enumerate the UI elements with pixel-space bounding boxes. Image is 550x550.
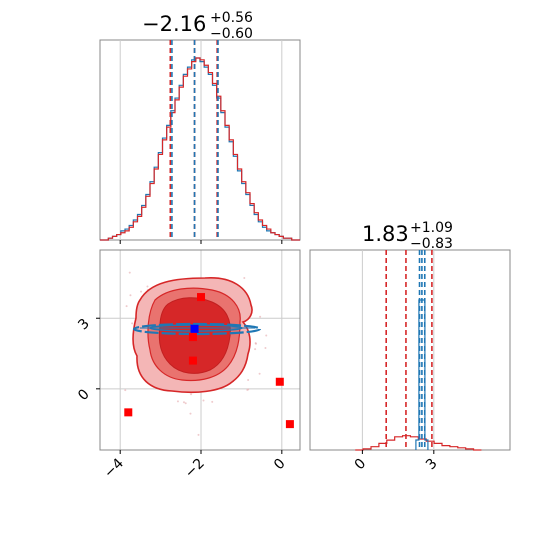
sample-point bbox=[146, 285, 149, 288]
sample-point bbox=[243, 276, 246, 279]
red-square-marker bbox=[188, 333, 197, 342]
blue-square-marker bbox=[190, 324, 199, 333]
sample-point bbox=[189, 412, 192, 415]
sample-point bbox=[247, 388, 250, 391]
tick-label-x: 0 bbox=[271, 456, 289, 474]
title-param1-upper: +0.56 bbox=[210, 10, 253, 26]
sample-point bbox=[124, 389, 127, 392]
panel-hist-param1 bbox=[99, 39, 301, 241]
sample-point bbox=[254, 348, 257, 351]
sample-point bbox=[211, 400, 214, 403]
panel-joint-2d bbox=[58, 249, 301, 451]
title-param1-value: −2.16 bbox=[142, 12, 206, 36]
sample-point bbox=[140, 290, 143, 293]
panel-hist-param2 bbox=[309, 249, 511, 451]
sample-point bbox=[258, 372, 261, 375]
sample-point bbox=[202, 399, 205, 402]
red-square-marker bbox=[188, 356, 197, 365]
red-square-marker bbox=[285, 420, 294, 429]
blue-contour-outer bbox=[132, 322, 262, 336]
sample-point bbox=[254, 342, 257, 345]
sample-point bbox=[128, 271, 131, 274]
red-square-marker bbox=[124, 408, 133, 417]
tick-label-y: 0 bbox=[75, 386, 93, 404]
sample-point bbox=[58, 333, 60, 335]
sample-point bbox=[259, 315, 262, 318]
title-param1-lower: −0.60 bbox=[210, 26, 253, 42]
sample-point bbox=[182, 401, 185, 404]
sample-point bbox=[264, 346, 267, 349]
sample-point bbox=[131, 322, 134, 325]
tick-label-x: −4 bbox=[101, 455, 127, 481]
sample-point bbox=[197, 433, 200, 436]
panel-frame bbox=[309, 249, 511, 451]
red-square-marker bbox=[275, 377, 284, 386]
tick-label-y: 3 bbox=[75, 316, 93, 334]
title-param2-upper: +1.09 bbox=[410, 220, 453, 236]
title-param2-value: 1.83 bbox=[362, 222, 409, 246]
histogram-param1 bbox=[100, 57, 300, 241]
sample-point bbox=[265, 334, 268, 337]
panel-frame bbox=[99, 249, 301, 451]
sample-point bbox=[129, 294, 132, 297]
sample-point bbox=[125, 305, 128, 308]
sample-point bbox=[190, 393, 193, 396]
tick-label-x: 0 bbox=[352, 456, 370, 474]
panel-frame bbox=[99, 39, 301, 241]
histogram-param1 bbox=[100, 57, 300, 241]
sample-point bbox=[184, 402, 187, 405]
title-param2-lower: −0.83 bbox=[410, 236, 453, 252]
sample-point bbox=[176, 400, 179, 403]
red-square-marker bbox=[197, 293, 206, 302]
tick-label-x: 3 bbox=[423, 456, 441, 474]
sample-point bbox=[247, 379, 250, 382]
tick-label-x: −2 bbox=[182, 456, 208, 482]
